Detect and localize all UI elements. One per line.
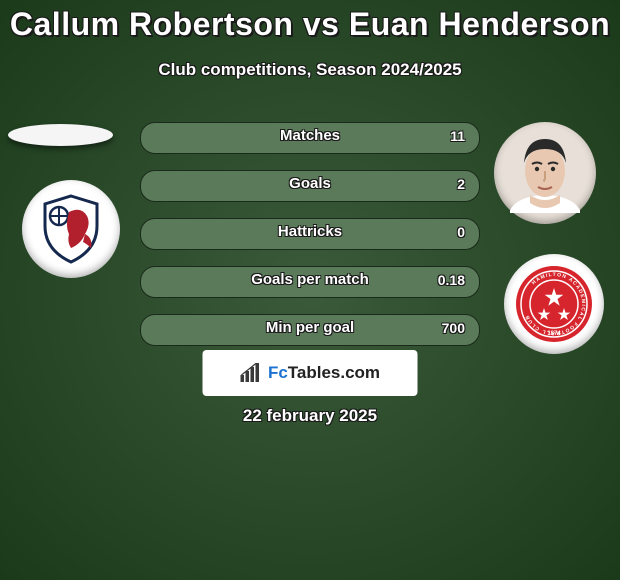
stat-value: 11 [450,128,465,144]
fctables-logo: FcTables.com [203,350,418,396]
stat-row-min-per-goal: Min per goal 700 [140,314,480,346]
logo-text-prefix: Fc [268,363,288,382]
stat-row-goals: Goals 2 [140,170,480,202]
logo-text: FcTables.com [268,363,380,383]
logo-text-rest: Tables.com [288,363,380,382]
stat-bars: Matches 11 Goals 2 Hattricks 0 Goals per… [140,122,480,362]
club-left-badge [22,180,120,278]
hamilton-badge-icon: HAMILTON ACADEMICAL FOOTBALL CLUB 1874 [514,264,594,344]
stat-value: 0.18 [438,272,465,288]
stat-row-hattricks: Hattricks 0 [140,218,480,250]
stat-value: 700 [442,320,465,336]
raith-shield-icon [41,194,101,264]
bar-chart-icon [240,363,262,383]
svg-text:1874: 1874 [547,331,561,337]
stat-label: Hattricks [141,223,479,240]
stat-value: 0 [457,224,465,240]
stat-label: Matches [141,127,479,144]
stat-label: Goals per match [141,271,479,288]
stat-row-matches: Matches 11 [140,122,480,154]
player-left-avatar [8,124,113,146]
snapshot-date: 22 february 2025 [0,406,620,426]
stat-label: Min per goal [141,319,479,336]
stat-row-goals-per-match: Goals per match 0.18 [140,266,480,298]
club-right-badge: HAMILTON ACADEMICAL FOOTBALL CLUB 1874 [504,254,604,354]
page-subtitle: Club competitions, Season 2024/2025 [0,60,620,80]
stat-value: 2 [457,176,465,192]
player-right-avatar [494,122,596,224]
stat-label: Goals [141,175,479,192]
page-title: Callum Robertson vs Euan Henderson [0,6,620,43]
player-face-icon [510,133,580,213]
